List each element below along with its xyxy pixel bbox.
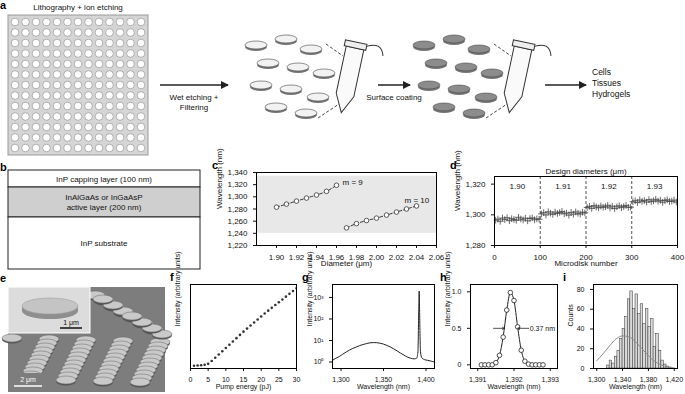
svg-text:1,393: 1,393 [541,376,559,383]
svg-text:0.37 nm: 0.37 nm [530,325,555,332]
svg-text:1,300: 1,300 [227,192,248,201]
svg-text:25: 25 [275,376,283,383]
svg-text:40: 40 [577,325,585,332]
svg-text:30: 30 [293,376,301,383]
svg-text:1,340: 1,340 [227,168,248,177]
svg-text:1,320: 1,320 [227,180,248,189]
svg-text:InAlGaAs or InGaAsP: InAlGaAs or InGaAsP [65,193,142,202]
svg-text:0: 0 [458,361,462,368]
svg-text:60: 60 [577,305,585,312]
svg-text:Intensity (arbitrary units): Intensity (arbitrary units) [306,251,314,326]
svg-text:80: 80 [577,286,585,293]
svg-text:Tissues: Tissues [592,78,621,88]
svg-text:0: 0 [581,365,585,372]
svg-text:1.92: 1.92 [601,182,617,191]
svg-text:1,420: 1,420 [666,376,684,383]
svg-text:20: 20 [577,345,585,352]
svg-text:InP capping layer (100 nm): InP capping layer (100 nm) [56,175,152,184]
svg-text:Intensity (arbitrary units): Intensity (arbitrary units) [174,251,182,326]
svg-text:Cells: Cells [592,67,611,77]
svg-text:1.90: 1.90 [510,182,526,191]
svg-text:5: 5 [206,376,210,383]
svg-text:1,320: 1,320 [465,180,486,189]
svg-text:Lithography + ion etching: Lithography + ion etching [33,3,123,12]
svg-text:1,280: 1,280 [465,241,486,250]
svg-text:10⁰: 10⁰ [314,358,325,365]
svg-text:0.5: 0.5 [452,325,462,332]
svg-text:2 μm: 2 μm [20,376,36,384]
svg-text:1,280: 1,280 [227,205,248,214]
svg-text:Counts: Counts [567,304,574,327]
svg-text:Microdisk number: Microdisk number [554,259,617,268]
svg-text:0: 0 [492,253,497,262]
svg-text:1.93: 1.93 [647,182,663,191]
svg-text:1.90: 1.90 [269,253,285,262]
svg-text:Hydrogels: Hydrogels [592,89,630,99]
svg-text:Design diameters (μm): Design diameters (μm) [545,167,626,176]
svg-text:Surface coating: Surface coating [366,93,422,102]
svg-text:2.02: 2.02 [389,253,405,262]
svg-text:2.06: 2.06 [429,253,445,262]
svg-text:1,220: 1,220 [227,241,248,250]
svg-text:1,240: 1,240 [227,229,248,238]
svg-text:1,300: 1,300 [332,376,350,383]
svg-text:400: 400 [671,253,685,262]
svg-text:1.92: 1.92 [289,253,305,262]
svg-text:active layer (200 nm): active layer (200 nm) [67,203,142,212]
svg-text:Wavelength (nm): Wavelength (nm) [357,383,410,391]
svg-text:10¹: 10¹ [313,337,324,344]
svg-text:Intensity (arbitrary units): Intensity (arbitrary units) [444,251,452,326]
svg-text:1,391: 1,391 [469,376,487,383]
svg-text:1.91: 1.91 [555,182,571,191]
svg-text:1,300: 1,300 [588,376,606,383]
svg-text:0: 0 [189,376,193,383]
svg-text:1.0: 1.0 [452,288,462,295]
svg-text:Diameter (μm): Diameter (μm) [321,259,373,268]
svg-text:1 μm: 1 μm [63,319,79,327]
svg-text:Pump energy (pJ): Pump energy (pJ) [216,383,272,391]
svg-text:1,260: 1,260 [227,217,248,226]
svg-text:1,300: 1,300 [465,210,486,219]
svg-text:Filtering: Filtering [180,103,208,112]
svg-text:m = 9: m = 9 [343,178,364,187]
svg-text:300: 300 [625,253,639,262]
svg-text:Wavelength (nm): Wavelength (nm) [487,383,540,391]
svg-text:Wavelength (nm): Wavelength (nm) [609,383,662,391]
svg-text:2.04: 2.04 [409,253,425,262]
svg-text:100: 100 [534,253,548,262]
svg-text:10²: 10² [313,315,324,322]
svg-text:Wet etching +: Wet etching + [170,93,219,102]
svg-text:10³: 10³ [313,294,324,301]
svg-text:InP substrate: InP substrate [81,239,129,248]
svg-text:Wavelength (nm): Wavelength (nm) [215,148,224,209]
svg-text:1,400: 1,400 [417,376,435,383]
svg-text:m = 10: m = 10 [405,196,430,205]
